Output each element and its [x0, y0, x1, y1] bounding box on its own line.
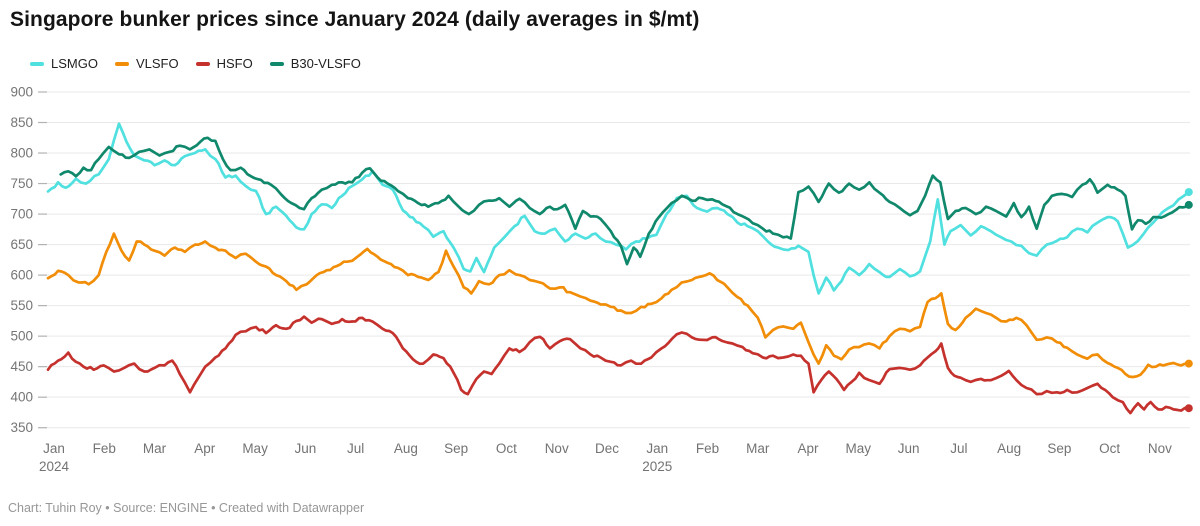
x-tick-label: Mar: [746, 441, 770, 456]
x-tick-label: Jul: [950, 441, 967, 456]
legend-swatch-hsfo: [195, 61, 210, 66]
x-tick-label: May: [242, 441, 268, 456]
legend-swatch-lsmgo: [30, 61, 44, 66]
x-tick-label: Apr: [798, 441, 820, 456]
x-tick-label: Sep: [1047, 441, 1071, 456]
legend-item-lsmgo: LSMGO: [30, 56, 98, 71]
x-tick-label: Jun: [294, 441, 316, 456]
y-tick-label: 800: [10, 146, 33, 161]
legend-item-b30-vlsfo: B30-VLSFO: [269, 56, 361, 71]
series-end-dot-b30-vlsfo: [1184, 200, 1193, 209]
x-tick-label: Nov: [1148, 441, 1172, 456]
x-tick-label: Sep: [444, 441, 468, 456]
x-tick-label: Aug: [997, 441, 1021, 456]
x-tick-label: Oct: [496, 441, 517, 456]
legend-label: LSMGO: [51, 56, 98, 71]
legend-label: B30-VLSFO: [290, 56, 361, 71]
y-tick-label: 700: [10, 207, 33, 222]
x-tick-label: Jan: [43, 441, 65, 456]
y-tick-label: 750: [10, 176, 33, 191]
y-tick-label: 450: [10, 359, 33, 374]
y-tick-label: 500: [10, 329, 33, 344]
legend-label: HSFO: [216, 56, 253, 71]
chart-title: Singapore bunker prices since January 20…: [10, 8, 700, 31]
legend-swatch-vlsfo: [114, 61, 129, 66]
x-tick-label: Apr: [194, 441, 216, 456]
y-tick-label: 900: [10, 85, 33, 100]
legend-item-hsfo: HSFO: [195, 56, 253, 71]
series-end-dot-vlsfo: [1184, 359, 1193, 368]
y-tick-label: 850: [10, 115, 33, 130]
y-tick-label: 400: [10, 390, 33, 405]
y-tick-label: 550: [10, 298, 33, 313]
x-tick-label: Jun: [898, 441, 920, 456]
x-tick-label: Aug: [394, 441, 418, 456]
series-end-dot-hsfo: [1184, 404, 1193, 413]
x-tick-label: Jan: [646, 441, 668, 456]
x-tick-label: Feb: [93, 441, 116, 456]
x-tick-label: Feb: [696, 441, 719, 456]
legend-item-vlsfo: VLSFO: [114, 56, 179, 71]
chart-footer: Chart: Tuhin Roy • Source: ENGINE • Crea…: [8, 501, 365, 515]
x-tick-label: Mar: [143, 441, 167, 456]
x-tick-label: May: [846, 441, 872, 456]
y-tick-label: 600: [10, 268, 33, 283]
series-line-vlsfo: [46, 232, 1191, 379]
x-tick-label: Oct: [1099, 441, 1120, 456]
legend-swatch-b30-vlsfo: [269, 61, 284, 66]
legend: LSMGO VLSFO HSFO B30-VLSFO: [30, 56, 361, 71]
series-line-hsfo: [46, 315, 1191, 415]
x-year-label: 2024: [39, 459, 70, 474]
x-tick-label: Nov: [545, 441, 569, 456]
series-line-lsmgo: [46, 122, 1191, 295]
x-tick-label: Dec: [595, 441, 619, 456]
x-tick-label: Jul: [347, 441, 364, 456]
series-line-b30-vlsfo: [59, 136, 1191, 266]
x-year-label: 2025: [642, 459, 672, 474]
series-end-dot-lsmgo: [1184, 188, 1193, 197]
legend-label: VLSFO: [135, 56, 179, 71]
y-tick-label: 650: [10, 237, 33, 252]
y-tick-label: 350: [10, 420, 33, 435]
